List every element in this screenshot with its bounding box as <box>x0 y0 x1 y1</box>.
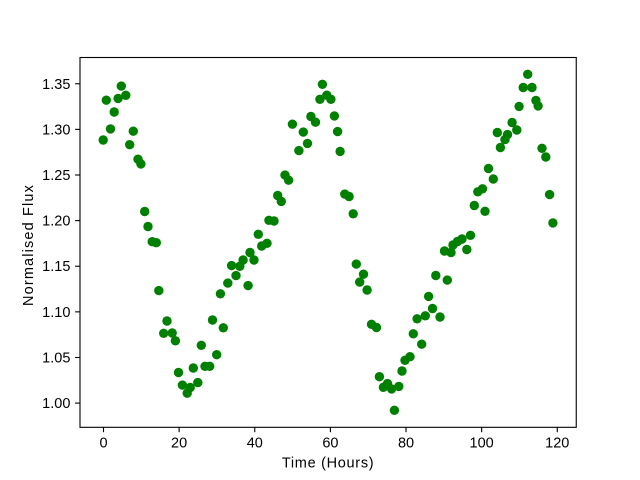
svg-text:1.10: 1.10 <box>42 305 70 321</box>
svg-text:1.25: 1.25 <box>42 168 70 184</box>
svg-text:100: 100 <box>470 436 494 452</box>
svg-text:1.05: 1.05 <box>42 350 70 366</box>
svg-text:120: 120 <box>545 436 569 452</box>
svg-text:0: 0 <box>99 436 107 452</box>
svg-text:Normalised Flux: Normalised Flux <box>21 184 37 306</box>
svg-text:1.00: 1.00 <box>42 396 70 412</box>
svg-text:60: 60 <box>322 436 338 452</box>
svg-text:1.30: 1.30 <box>42 122 70 138</box>
svg-text:1.15: 1.15 <box>42 259 70 275</box>
svg-text:1.35: 1.35 <box>42 77 70 93</box>
svg-text:20: 20 <box>171 436 187 452</box>
svg-text:80: 80 <box>398 436 414 452</box>
svg-text:40: 40 <box>247 436 263 452</box>
svg-text:Time (Hours): Time (Hours) <box>282 455 374 471</box>
svg-text:1.20: 1.20 <box>42 214 70 230</box>
